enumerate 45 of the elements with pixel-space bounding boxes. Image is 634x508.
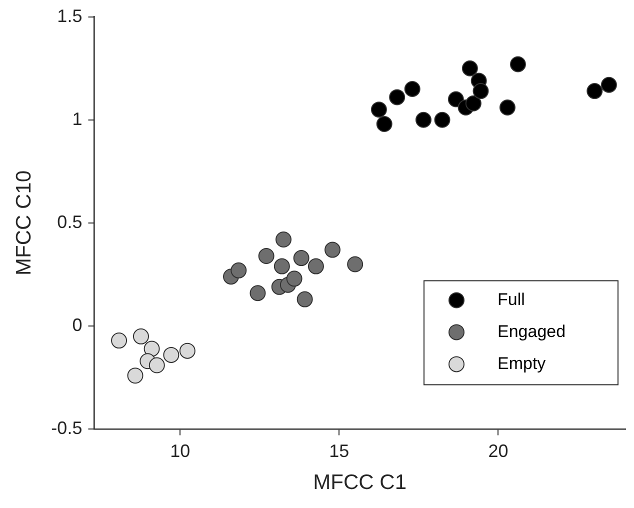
point bbox=[376, 116, 392, 132]
point bbox=[179, 342, 196, 359]
point bbox=[404, 80, 420, 97]
point bbox=[163, 346, 180, 363]
point bbox=[250, 285, 266, 302]
point bbox=[415, 112, 432, 128]
point bbox=[148, 357, 165, 374]
point bbox=[448, 91, 464, 108]
y-tick-label: 1.5 bbox=[57, 6, 82, 26]
point bbox=[347, 256, 364, 272]
legend-label: Full bbox=[498, 290, 525, 309]
point bbox=[434, 112, 450, 128]
y-axis-title: MFCC C10 bbox=[12, 170, 36, 276]
point bbox=[324, 242, 340, 258]
point bbox=[465, 95, 482, 112]
y-tick-label: 0 bbox=[72, 315, 82, 336]
legend-label: Engaged bbox=[498, 322, 566, 341]
point bbox=[586, 83, 603, 100]
point bbox=[258, 248, 274, 264]
point bbox=[286, 270, 302, 287]
y-tick-label: 0.5 bbox=[57, 212, 82, 232]
point bbox=[389, 89, 406, 106]
point bbox=[472, 83, 489, 100]
point bbox=[462, 60, 478, 76]
point bbox=[600, 76, 617, 93]
y-tick-label: 1 bbox=[72, 108, 82, 129]
point bbox=[296, 291, 313, 308]
point bbox=[276, 231, 292, 248]
point bbox=[510, 56, 526, 72]
point bbox=[111, 332, 128, 349]
point bbox=[370, 102, 387, 118]
point bbox=[274, 258, 290, 274]
point bbox=[230, 262, 247, 278]
y-tick-label: -0.5 bbox=[51, 418, 82, 438]
x-tick-label: 10 bbox=[170, 440, 190, 461]
point bbox=[144, 340, 160, 357]
point bbox=[308, 258, 324, 274]
x-tick-label: 20 bbox=[488, 440, 508, 461]
legend-label: Empty bbox=[498, 354, 546, 373]
point bbox=[499, 100, 516, 116]
point bbox=[293, 250, 310, 266]
point bbox=[132, 328, 149, 344]
x-axis-title: MFCC C1 bbox=[313, 471, 407, 494]
x-tick-label: 15 bbox=[329, 440, 350, 461]
point bbox=[127, 368, 144, 384]
